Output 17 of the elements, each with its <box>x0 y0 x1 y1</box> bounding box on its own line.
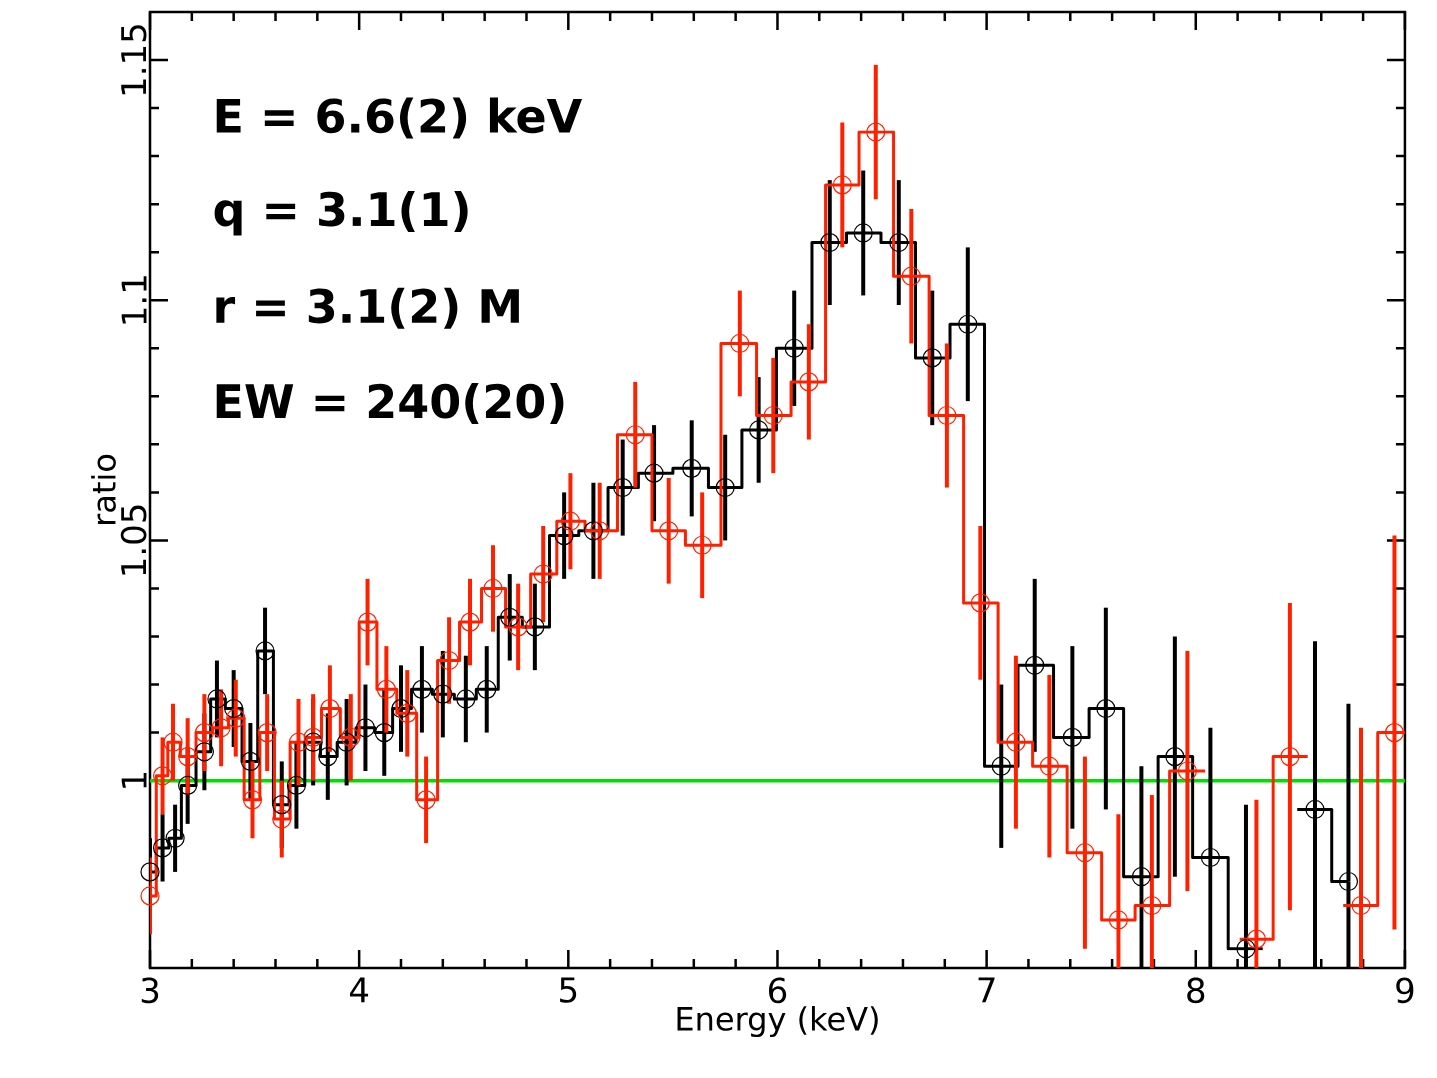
x-tick-label: 3 <box>141 977 159 1004</box>
x-tick-label: 4 <box>350 977 369 1003</box>
y-tick-label: 1.15 <box>121 25 147 95</box>
x-tick-label: 5 <box>560 977 577 1003</box>
x-tick-label: 9 <box>1396 977 1414 1004</box>
y-axis-title: ratio <box>91 454 116 524</box>
annotation: r = 3.1(2) M <box>216 287 519 329</box>
y-tick-label: 1.1 <box>121 276 147 324</box>
x-axis-title: Energy (keV) <box>677 1006 878 1038</box>
y-tick-label: 1.05 <box>120 505 147 575</box>
annotation: EW = 240(20) <box>216 382 564 424</box>
x-tick-label: 7 <box>978 977 995 1003</box>
annotation: E = 6.6(2) keV <box>216 97 583 139</box>
x-tick-label: 6 <box>769 977 787 1004</box>
annotation: q = 3.1(1) <box>214 190 468 236</box>
x-tick-label: 8 <box>1187 977 1205 1004</box>
y-tick-label: 1 <box>121 772 147 788</box>
